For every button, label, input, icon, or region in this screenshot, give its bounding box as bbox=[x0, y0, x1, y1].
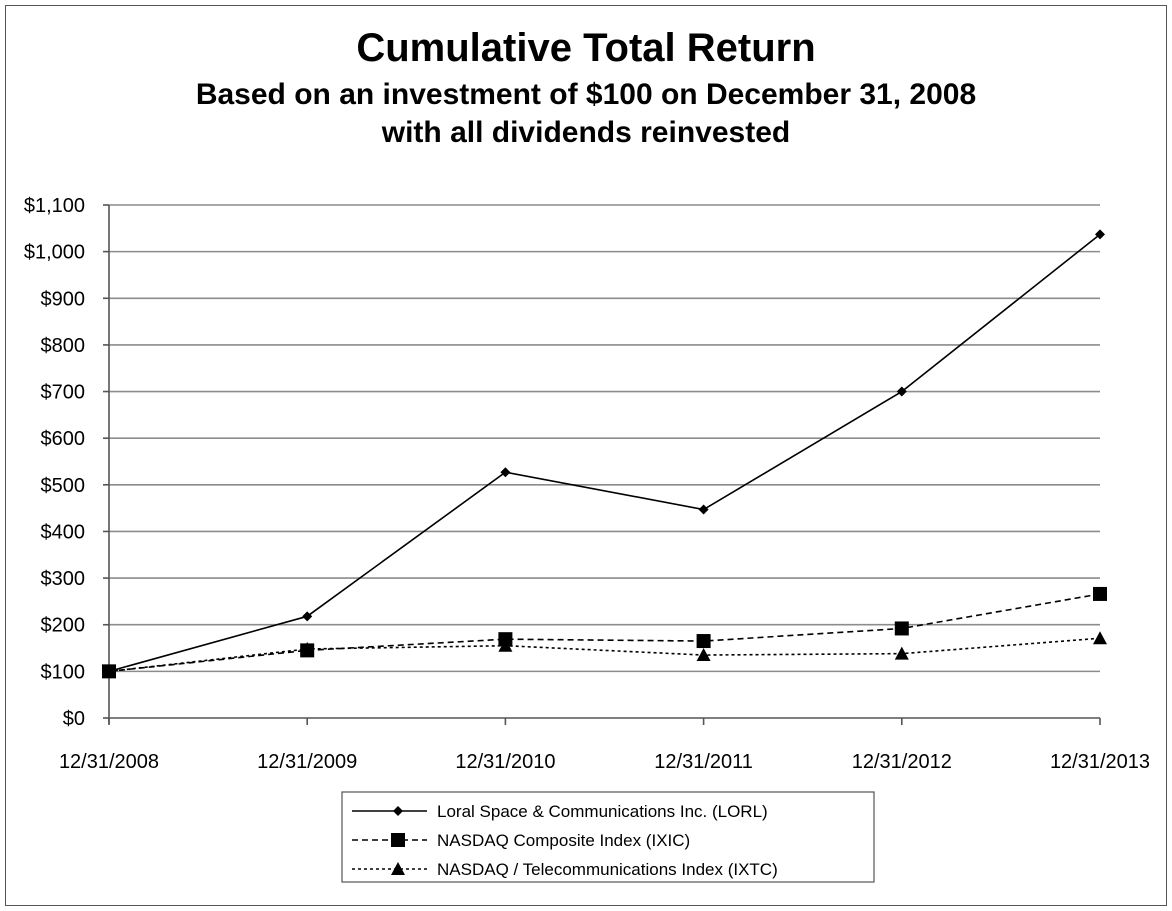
series-diamond bbox=[104, 229, 1105, 677]
x-tick-label: 12/31/2009 bbox=[257, 751, 357, 773]
axes: $0 $100 $200 $300 $400 $500 $600 $700 $800 $900 $1… bbox=[24, 195, 1150, 773]
chart-title: Cumulative Total Return bbox=[356, 26, 816, 70]
series-line bbox=[108, 637, 1101, 673]
data-point-diamond bbox=[302, 611, 313, 622]
data-point-diamond bbox=[698, 504, 709, 515]
y-tick-label: $600 bbox=[41, 428, 86, 450]
y-tick-label: $300 bbox=[41, 568, 86, 590]
legend-marker-square bbox=[391, 833, 405, 847]
data-point-triangle bbox=[498, 638, 513, 652]
series-triangle bbox=[102, 631, 1107, 678]
data-point-triangle bbox=[894, 646, 909, 660]
legend-marker-diamond bbox=[393, 806, 403, 816]
legend-entry: NASDAQ Composite Index (IXIC) bbox=[352, 831, 690, 850]
data-point-triangle bbox=[102, 664, 116, 678]
x-tick-label: 12/31/2011 bbox=[654, 751, 753, 773]
data-point-square bbox=[1093, 586, 1107, 601]
legend-entry: Loral Space & Communications Inc. (LORL) bbox=[352, 802, 768, 821]
legend-box bbox=[341, 791, 875, 883]
gridlines bbox=[109, 204, 1100, 673]
y-tick-label: $100 bbox=[41, 661, 86, 683]
y-tick-label: $700 bbox=[41, 382, 86, 404]
chart-frame bbox=[5, 5, 1167, 906]
x-tick-label: 12/31/2013 bbox=[1050, 751, 1150, 773]
legend: Loral Space & Communications Inc. (LORL)… bbox=[341, 791, 875, 883]
legend-entry: NASDAQ / Telecommunications Index (IXTC) bbox=[352, 860, 778, 879]
data-point-diamond bbox=[500, 467, 511, 478]
y-tick-label: $1,100 bbox=[24, 195, 85, 217]
data-point-square bbox=[894, 621, 909, 636]
legend-label: Loral Space & Communications Inc. (LORL) bbox=[437, 802, 768, 821]
chart-subtitle-line-1: Based on an investment of $100 on Decemb… bbox=[195, 78, 977, 111]
x-tick-label: 12/31/2010 bbox=[455, 751, 555, 773]
legend-marker-triangle bbox=[391, 862, 405, 875]
series-square bbox=[102, 586, 1107, 679]
legend-label: NASDAQ / Telecommunications Index (IXTC) bbox=[437, 860, 778, 879]
y-tick-label: $1,000 bbox=[24, 242, 85, 264]
data-point-triangle bbox=[696, 648, 711, 662]
data-point-triangle bbox=[300, 641, 315, 655]
legend-label: NASDAQ Composite Index (IXIC) bbox=[437, 831, 690, 850]
y-tick-label: $900 bbox=[41, 288, 86, 310]
y-tick-label: $0 bbox=[63, 708, 85, 730]
chart-subtitle-line-2: with all dividends reinvested bbox=[381, 116, 791, 149]
data-point-square bbox=[696, 634, 711, 649]
x-tick-label: 12/31/2008 bbox=[59, 751, 159, 773]
x-tick-label: 12/31/2012 bbox=[852, 751, 952, 773]
series-layer bbox=[102, 229, 1107, 679]
series-line bbox=[108, 593, 1101, 673]
data-point-triangle bbox=[1093, 631, 1107, 645]
y-tick-label: $800 bbox=[41, 335, 86, 357]
data-point-diamond bbox=[896, 386, 907, 397]
y-tick-label: $200 bbox=[41, 615, 86, 637]
y-tick-label: $500 bbox=[41, 475, 86, 497]
series-line bbox=[108, 233, 1101, 673]
data-point-diamond bbox=[1095, 229, 1105, 240]
y-tick-label: $400 bbox=[41, 521, 86, 543]
